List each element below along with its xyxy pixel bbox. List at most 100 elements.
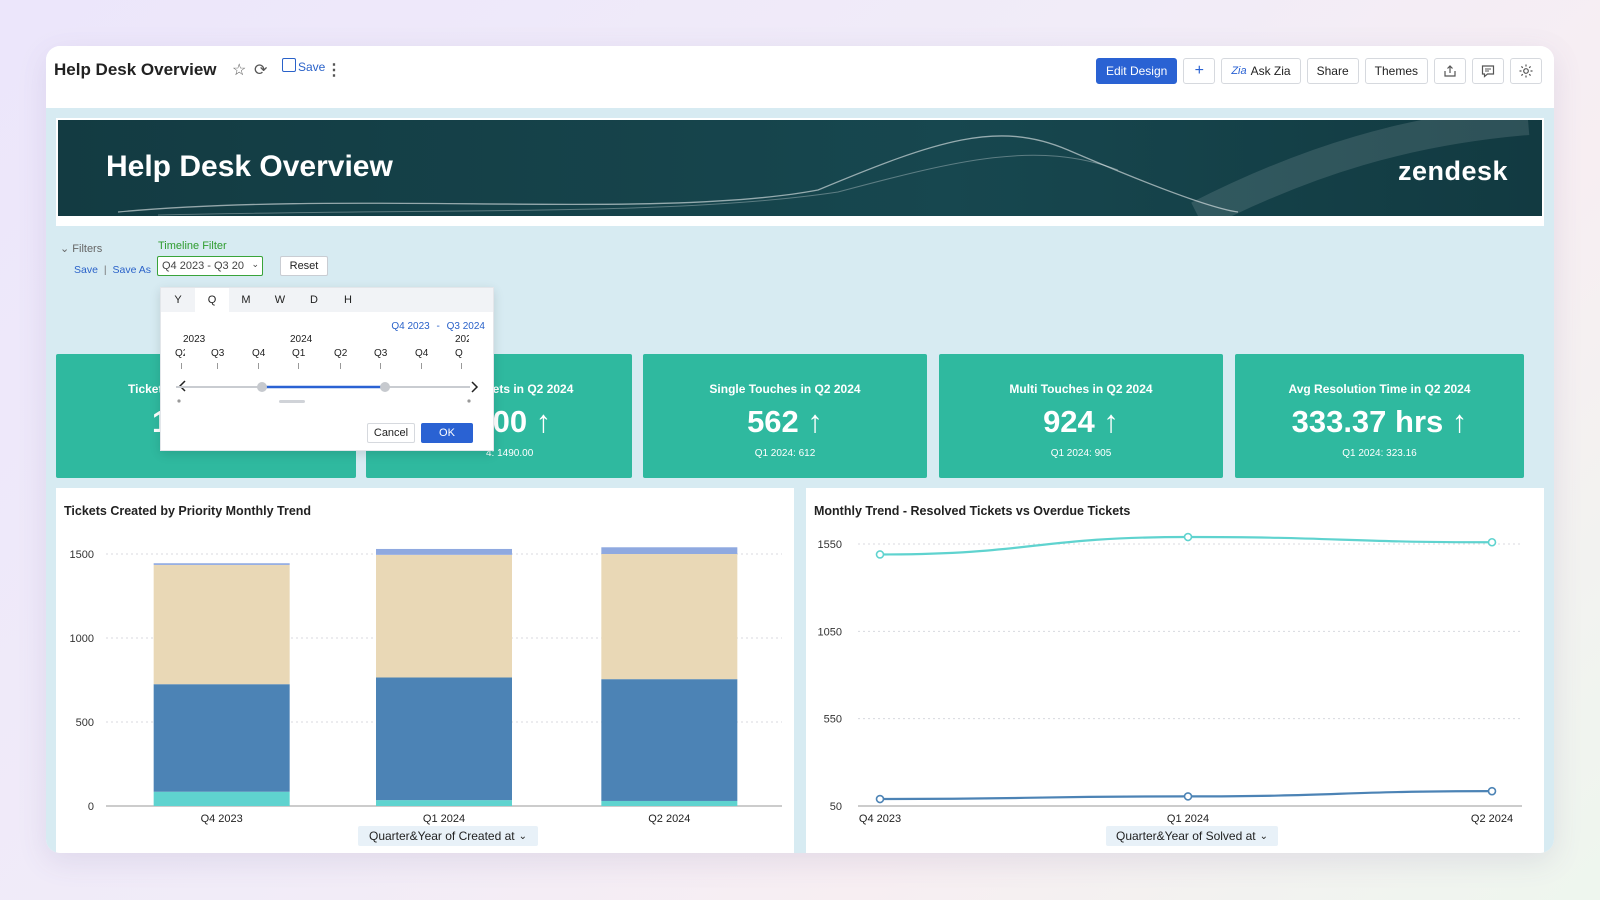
- tab-w[interactable]: W: [274, 294, 286, 306]
- ok-button[interactable]: OK: [421, 423, 473, 443]
- toolbar-actions: Edit Design + Zia Ask Zia Share Themes: [1095, 58, 1542, 84]
- ask-zia-button[interactable]: Zia Ask Zia: [1221, 58, 1301, 84]
- year-label: 202: [455, 334, 469, 345]
- filters-area: ⌄ Filters Save | Save As Timeline Filter…: [56, 236, 556, 296]
- save-label: Save: [298, 60, 326, 74]
- quarter-tick-mark: [298, 363, 299, 369]
- x-tick-label: Q2 2024: [648, 813, 690, 825]
- zendesk-logo: zendesk: [1397, 156, 1508, 186]
- page-title: Help Desk Overview: [54, 60, 217, 79]
- kpi-value: 924 ↑: [939, 404, 1223, 440]
- tab-d[interactable]: D: [310, 294, 318, 306]
- bar-segment-low[interactable]: [601, 679, 738, 801]
- edit-design-button[interactable]: Edit Design: [1095, 58, 1178, 84]
- arrow-up-icon: ↑: [807, 404, 823, 439]
- reset-button[interactable]: Reset: [280, 256, 328, 276]
- quarter-tick-label: Q2: [334, 348, 348, 359]
- app-window: Help Desk Overview ☆ ⟳ Save ⋮ Edit Desig…: [46, 46, 1554, 853]
- quarter-tick-label: Q4: [415, 348, 429, 359]
- save-icon: [282, 58, 296, 72]
- comment-icon: [1481, 65, 1495, 78]
- timeline-filter-select[interactable]: Q4 2023 - Q3 20 ⌄: [157, 256, 263, 276]
- chevron-down-icon: ⌄: [1259, 830, 1269, 842]
- x-axis-field-selector[interactable]: Quarter&Year of Created at ⌄: [358, 826, 538, 846]
- refresh-icon[interactable]: ⟳: [254, 62, 268, 79]
- bar-segment-normal[interactable]: [601, 554, 738, 680]
- bar-segment-urgent[interactable]: [376, 548, 512, 555]
- priority-trend-panel: Tickets Created by Priority Monthly Tren…: [56, 488, 794, 853]
- kpi-sub: 4: 1490.00: [486, 448, 534, 459]
- bar-segment-urgent[interactable]: [153, 563, 290, 565]
- banner: Help Desk Overview zendesk: [56, 118, 1544, 226]
- bar-segment-high[interactable]: [153, 791, 290, 806]
- kpi-title: Single Touches in Q2 2024: [709, 382, 861, 396]
- bar-segment-normal[interactable]: [376, 554, 512, 678]
- y-tick-label: 1500: [70, 549, 94, 561]
- arrow-up-icon: ↑: [535, 404, 552, 439]
- slider-handle-start[interactable]: [257, 382, 267, 392]
- overview-start-dot: [177, 399, 181, 403]
- bar-segment-urgent[interactable]: [601, 547, 738, 554]
- settings-button[interactable]: [1510, 58, 1542, 84]
- bar-segment-high[interactable]: [376, 800, 512, 806]
- filters-save-group: Save | Save As: [74, 264, 151, 276]
- chart-title: Tickets Created by Priority Monthly Tren…: [64, 504, 312, 518]
- y-tick-label: 1050: [818, 626, 842, 638]
- filter-save-link[interactable]: Save: [74, 264, 98, 276]
- more-options-icon[interactable]: ⋮: [326, 62, 342, 79]
- kpi-card-avg-resolution: Avg Resolution Time in Q2 2024 333.37 hr…: [1235, 354, 1524, 478]
- range-start: Q4 2023: [391, 321, 430, 332]
- share-button[interactable]: Share: [1306, 58, 1359, 84]
- arrow-up-icon: ↑: [1103, 404, 1119, 439]
- data-point[interactable]: [1487, 537, 1497, 547]
- comments-button[interactable]: [1472, 58, 1504, 84]
- bar-segment-low[interactable]: [376, 677, 512, 801]
- banner-inner: Help Desk Overview zendesk: [58, 120, 1542, 216]
- chevron-down-icon: ⌄: [518, 830, 528, 842]
- quarter-tick-mark: [380, 363, 381, 369]
- tab-h[interactable]: H: [344, 294, 352, 306]
- kpi-title: Ticket: [128, 382, 163, 396]
- export-icon: [1444, 65, 1456, 77]
- export-button[interactable]: [1434, 58, 1466, 84]
- slider-handle-end[interactable]: [380, 382, 390, 392]
- quarter-tick-label: Q: [455, 348, 463, 359]
- kpi-card-single-touches: Single Touches in Q2 2024 562 ↑ Q1 2024:…: [643, 354, 927, 478]
- kpi-value-text: 924: [1043, 404, 1095, 439]
- tab-m[interactable]: M: [241, 294, 251, 306]
- filter-save-as-link[interactable]: Save As: [112, 264, 152, 276]
- quarter-tick-label: Q2: [175, 348, 185, 359]
- data-point[interactable]: [1183, 792, 1193, 801]
- data-point[interactable]: [875, 550, 885, 559]
- overview-window[interactable]: [279, 400, 305, 403]
- range-slider[interactable]: [161, 288, 495, 406]
- tab-q[interactable]: Q: [195, 288, 229, 312]
- quarter-tick-label: Q3: [211, 348, 225, 359]
- year-label: 2023: [183, 334, 206, 345]
- bar-segment-normal[interactable]: [153, 564, 290, 685]
- data-point[interactable]: [875, 794, 885, 804]
- data-point[interactable]: [1487, 786, 1497, 796]
- add-button[interactable]: +: [1183, 58, 1216, 84]
- data-point[interactable]: [1183, 532, 1193, 542]
- range-separator: -: [436, 321, 440, 332]
- bar-segment-high[interactable]: [601, 800, 738, 806]
- timeline-filter-value: Q4 2023 - Q3 20: [162, 260, 244, 272]
- range-end: Q3 2024: [446, 321, 485, 332]
- resolved-overdue-panel: Monthly Trend - Resolved Tickets vs Over…: [806, 488, 1544, 853]
- save-button[interactable]: Save: [282, 58, 326, 74]
- x-tick-label: Q2 2024: [1471, 813, 1513, 825]
- y-tick-label: 1000: [70, 633, 94, 645]
- x-axis-field-selector[interactable]: Quarter&Year of Solved at ⌄: [1106, 826, 1278, 846]
- filters-toggle[interactable]: ⌄ Filters: [60, 242, 102, 255]
- kpi-value: 562 ↑: [643, 404, 927, 440]
- tab-y[interactable]: Y: [174, 294, 182, 306]
- bar-segment-low[interactable]: [153, 684, 290, 792]
- chevron-right-icon[interactable]: [471, 381, 479, 393]
- quarter-tick-mark: [258, 363, 259, 369]
- themes-button[interactable]: Themes: [1364, 58, 1428, 84]
- star-icon[interactable]: ☆: [232, 62, 247, 79]
- cancel-button[interactable]: Cancel: [367, 423, 415, 443]
- bar-chart: 0 500 1000 1500 Q4 2023 Q1 2024 Q2 2024: [70, 547, 782, 825]
